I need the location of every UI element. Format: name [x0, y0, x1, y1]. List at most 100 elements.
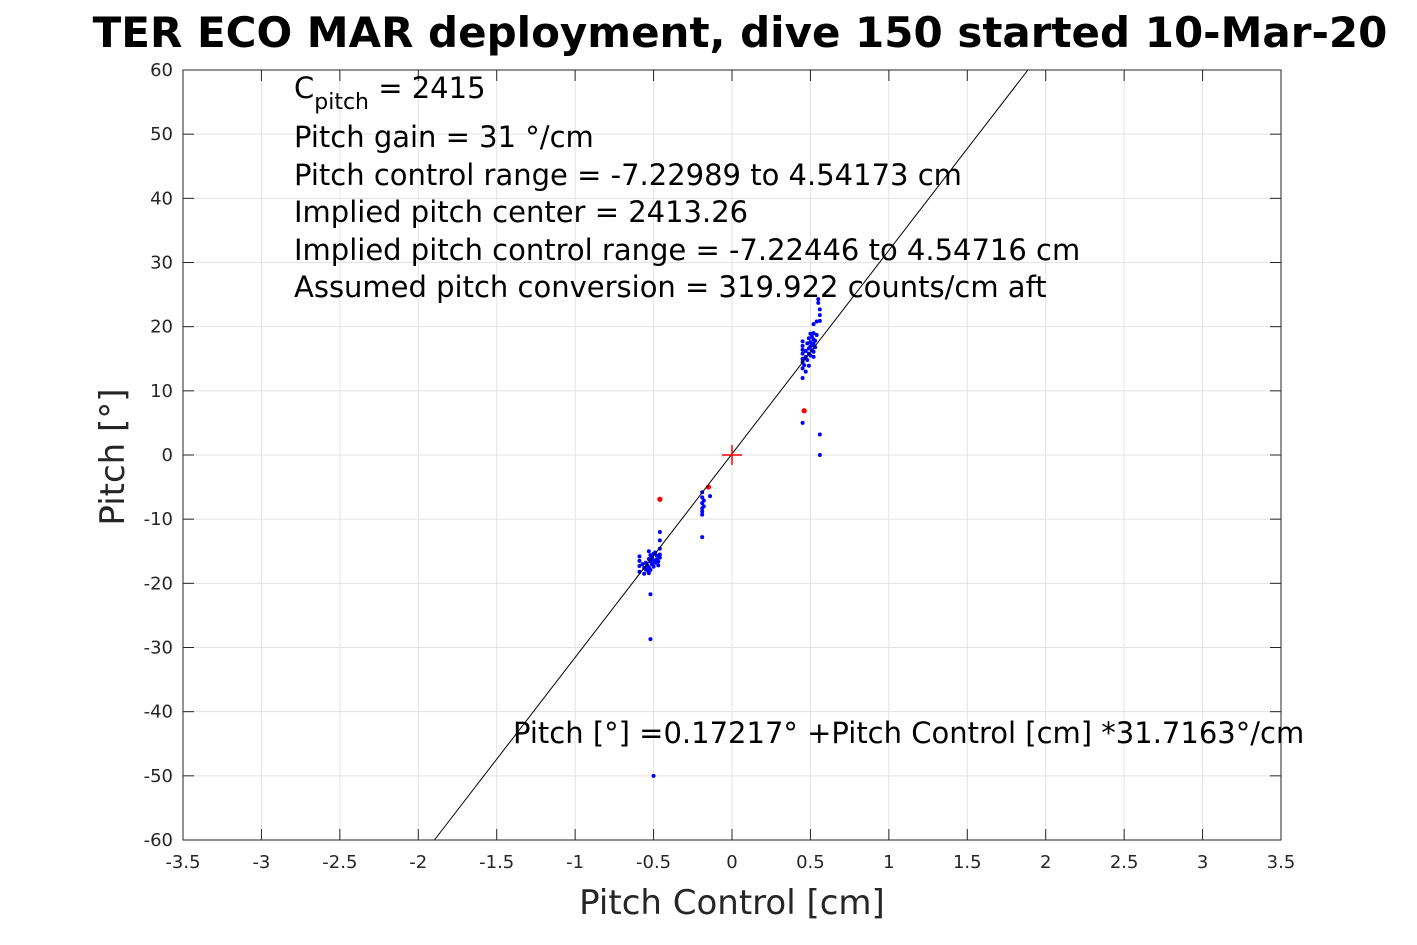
annotation-pitch-gain: Pitch gain = 31 °/cm: [294, 120, 594, 154]
x-tick-label: -0.5: [636, 852, 671, 873]
c-pitch-annotation: Cpitch = 2415: [294, 71, 486, 115]
data-point-blue: [637, 558, 642, 563]
data-point-blue: [657, 555, 662, 560]
annotation-pitch-conversion: Assumed pitch conversion = 319.922 count…: [294, 270, 1047, 304]
y-tick-label: 10: [150, 381, 173, 402]
data-point-blue: [800, 356, 805, 361]
data-point-blue: [817, 453, 822, 457]
y-tick-label: -40: [144, 702, 173, 723]
x-tick-label: 1.5: [953, 852, 982, 873]
y-tick-label: 20: [150, 317, 173, 338]
data-point-blue: [648, 592, 653, 597]
data-point-blue: [816, 300, 821, 305]
data-point-blue: [808, 340, 813, 345]
data-point-blue: [805, 341, 810, 346]
annotation-pitch-control-range: Pitch control range = -7.22989 to 4.5417…: [294, 158, 962, 192]
data-point-blue: [646, 571, 651, 576]
data-point-blue: [637, 564, 642, 569]
data-point-blue: [653, 560, 658, 565]
y-tick-label: 60: [150, 60, 173, 81]
data-point-blue: [800, 376, 805, 380]
plot-frame: [182, 69, 1282, 841]
x-tick-label: -1.5: [479, 852, 514, 873]
data-point-blue: [657, 530, 662, 534]
c-pitch-base: C: [294, 71, 314, 105]
data-point-blue: [657, 546, 662, 551]
data-point-blue: [811, 322, 816, 327]
y-tick-label: -50: [144, 766, 173, 787]
data-point-blue: [656, 559, 661, 564]
data-point-blue: [657, 552, 662, 557]
c-pitch-value: = 2415: [369, 71, 486, 105]
data-point-blue: [811, 354, 816, 359]
data-point-red: [801, 408, 807, 414]
chart-title: TER ECO MAR deployment, dive 150 started…: [93, 8, 1388, 57]
y-tick-label: 50: [150, 124, 173, 145]
data-point-blue: [654, 553, 659, 558]
annotation-implied-pitch-center: Implied pitch center = 2413.26: [294, 195, 748, 229]
x-axis-label: Pitch Control [cm]: [579, 883, 885, 923]
data-point-blue: [700, 535, 705, 540]
x-tick-label: 2.5: [1110, 852, 1139, 873]
tick-labels: -3.5 -3 -2.5 -2 -1.5 -1 -0.5 0 0.5 1 1.5 2 2.5 3 3.5 60…: [144, 60, 1296, 873]
data-point-blue: [805, 358, 810, 363]
data-point-blue: [656, 563, 661, 568]
data-point-blue: [813, 338, 818, 343]
data-point-blue: [817, 318, 822, 323]
data-point-blue: [700, 509, 705, 514]
data-point-blue: [701, 498, 706, 503]
data-point-blue: [817, 313, 822, 318]
data-point-blue: [806, 336, 811, 341]
data-point-blue: [800, 351, 805, 356]
data-point-blue: [811, 331, 816, 336]
y-tick-label: -20: [144, 573, 173, 594]
data-point-blue: [700, 495, 705, 500]
data-point-blue: [808, 331, 813, 336]
data-point-blue: [800, 343, 805, 348]
y-tick-label: 0: [162, 445, 173, 466]
data-point-blue: [817, 307, 822, 312]
annotation-implied-control-range: Implied pitch control range = -7.22446 t…: [294, 233, 1080, 267]
data-point-blue: [806, 363, 811, 368]
data-point-blue: [808, 353, 813, 358]
data-point-blue: [657, 538, 662, 543]
data-point-blue: [700, 512, 705, 517]
y-tick-label: -60: [144, 830, 173, 851]
x-tick-label: -1: [566, 852, 584, 873]
y-axis-label: Pitch [°]: [93, 388, 133, 525]
data-point-blue: [800, 339, 805, 344]
x-tick-label: 3: [1197, 852, 1208, 873]
data-point-blue: [813, 345, 818, 350]
x-tick-label: 3.5: [1267, 852, 1296, 873]
data-point-blue: [803, 349, 808, 354]
x-tick-label: 0.5: [796, 852, 825, 873]
data-point-blue: [802, 363, 807, 368]
y-tick-label: 40: [150, 188, 173, 209]
data-point-blue: [814, 333, 819, 338]
x-tick-label: 0: [726, 852, 737, 873]
data-point-blue: [642, 571, 647, 576]
x-tick-label: 2: [1040, 852, 1051, 873]
data-point-red: [657, 496, 663, 502]
data-points: [637, 297, 822, 778]
data-point-blue: [800, 420, 805, 425]
data-point-blue: [646, 549, 651, 554]
x-tick-label: -3: [252, 852, 270, 873]
data-point-blue: [708, 494, 713, 499]
data-point-blue: [800, 366, 805, 371]
data-point-blue: [637, 554, 642, 559]
data-point-blue: [651, 773, 656, 778]
x-tick-label: 1: [883, 852, 894, 873]
data-point-blue: [648, 637, 653, 642]
data-point-blue: [817, 432, 822, 437]
data-point-blue: [811, 341, 816, 346]
c-pitch-subscript: pitch: [314, 90, 369, 115]
data-point-blue: [814, 319, 819, 324]
data-point-blue: [648, 567, 653, 572]
x-tick-label: -2: [409, 852, 427, 873]
data-point-blue: [816, 297, 821, 302]
fit-equation: Pitch [°] =0.17217° +Pitch Control [cm] …: [513, 716, 1304, 750]
data-point-blue: [803, 369, 808, 374]
x-tick-label: -3.5: [165, 852, 200, 873]
data-point-blue: [803, 354, 808, 359]
